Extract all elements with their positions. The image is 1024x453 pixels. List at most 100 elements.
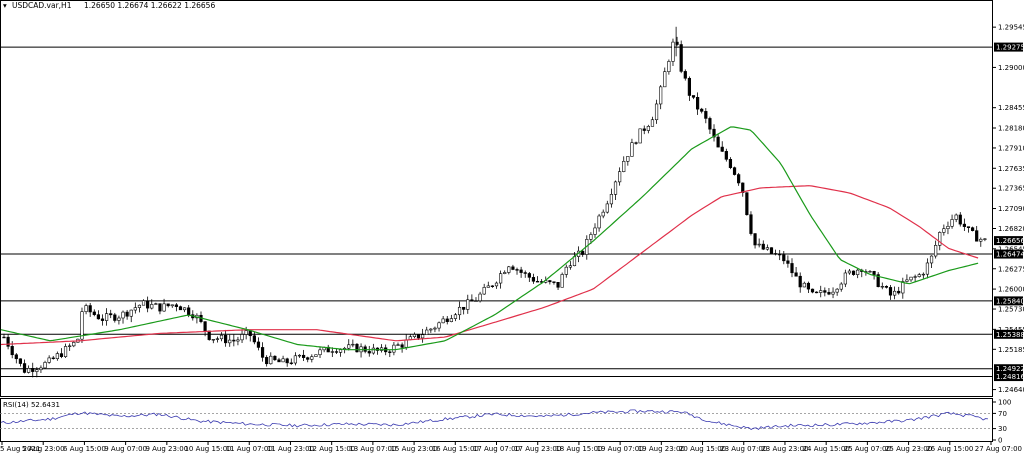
candle-down — [728, 159, 733, 168]
candle-down — [962, 223, 966, 227]
candle-up — [55, 353, 59, 360]
candle-down — [6, 336, 10, 347]
candle-up — [412, 334, 417, 338]
candle-down — [96, 314, 100, 320]
candle-up — [568, 265, 572, 268]
candle-up — [856, 269, 860, 275]
candle-up — [942, 228, 946, 233]
rsi-tick-label: 100 — [998, 399, 1011, 407]
rsi-tick-label: 0 — [998, 437, 1002, 445]
candle-up — [905, 279, 909, 282]
candle-up — [474, 300, 478, 302]
time-tick-label: 12 Aug 15:00 — [308, 445, 355, 453]
candle-down — [178, 306, 183, 311]
candle-up — [564, 266, 568, 275]
candle-down — [897, 290, 901, 294]
candle-down — [445, 318, 449, 322]
candle-up — [182, 307, 187, 311]
candle-up — [901, 281, 905, 294]
candle-down — [203, 321, 207, 332]
candle-down — [252, 335, 256, 343]
candle-up — [913, 276, 917, 278]
candle-down — [753, 233, 757, 246]
price-tick-label: 1.26000 — [998, 286, 1024, 294]
candle-down — [691, 95, 696, 98]
price-level-label: 1.24816 — [996, 373, 1024, 381]
candle-up — [929, 255, 934, 264]
candle-down — [790, 263, 794, 274]
candle-down — [761, 243, 765, 250]
candle-up — [605, 203, 609, 213]
candle-up — [765, 247, 769, 250]
price-tick-label: 1.28180 — [998, 125, 1024, 133]
candle-up — [121, 311, 125, 319]
candle-up — [293, 355, 297, 364]
candle-up — [43, 362, 47, 369]
dropdown-triangle-icon[interactable]: ▾ — [3, 1, 7, 10]
candle-down — [14, 354, 18, 360]
candle-up — [215, 338, 220, 340]
candle-up — [938, 232, 942, 246]
time-tick-label: 18 Aug 15:00 — [555, 445, 602, 453]
candle-up — [843, 272, 847, 285]
candle-up — [622, 160, 626, 172]
candle-up — [141, 300, 146, 306]
candle-up — [35, 369, 39, 372]
ma-fast-line — [0, 126, 979, 351]
candle-up — [269, 355, 273, 365]
candle-up — [347, 344, 351, 349]
candle-down — [273, 355, 277, 361]
candle-down — [851, 270, 856, 275]
price-level-badge — [994, 296, 1023, 306]
time-tick-label: 25 Aug 23:00 — [885, 445, 932, 453]
candle-up — [137, 304, 142, 308]
price-tick-label: 1.26545 — [998, 245, 1024, 253]
price-level-label: 1.25840 — [996, 297, 1024, 305]
candle-down — [827, 292, 831, 295]
time-tick-label: 19 Aug 23:00 — [638, 445, 685, 453]
candle-down — [687, 77, 691, 96]
candle-down — [2, 336, 6, 339]
price-tick-label: 1.28455 — [998, 104, 1024, 112]
candle-up — [626, 156, 630, 162]
candle-up — [597, 215, 601, 229]
candle-up — [117, 317, 121, 321]
candle-up — [601, 211, 605, 217]
candle-up — [371, 347, 375, 354]
price-level-badge — [994, 364, 1023, 374]
candle-down — [679, 44, 683, 72]
candle-down — [778, 253, 782, 256]
candle-up — [457, 306, 462, 316]
candle-up — [449, 318, 453, 322]
candle-down — [92, 311, 96, 315]
candle-up — [396, 344, 400, 346]
candle-up — [351, 343, 355, 346]
candle-down — [806, 282, 811, 290]
candle-up — [650, 119, 655, 127]
candle-down — [363, 346, 367, 352]
time-tick-label: 26 Aug 15:00 — [926, 445, 973, 453]
candle-down — [975, 230, 979, 242]
candle-down — [232, 339, 236, 342]
candle-up — [297, 354, 302, 357]
candle-down — [260, 347, 265, 358]
candle-up — [934, 245, 938, 257]
candle-up — [429, 328, 433, 331]
candle-down — [125, 311, 129, 317]
price-level-badge — [994, 249, 1023, 259]
rsi-title: RSI(14) 52.6431 — [3, 401, 60, 409]
price-tick-label: 1.27365 — [998, 185, 1024, 193]
candle-up — [27, 368, 31, 373]
candle-up — [244, 330, 248, 335]
candle-up — [835, 288, 839, 293]
price-tick-label: 1.25730 — [998, 306, 1024, 314]
rsi-line — [0, 409, 989, 431]
candle-down — [556, 282, 560, 288]
candle-down — [207, 330, 211, 340]
candle-up — [925, 262, 930, 275]
candle-up — [314, 354, 318, 357]
candle-down — [810, 288, 815, 293]
price-tick-label: 1.27910 — [998, 144, 1024, 152]
candle-up — [154, 303, 158, 305]
